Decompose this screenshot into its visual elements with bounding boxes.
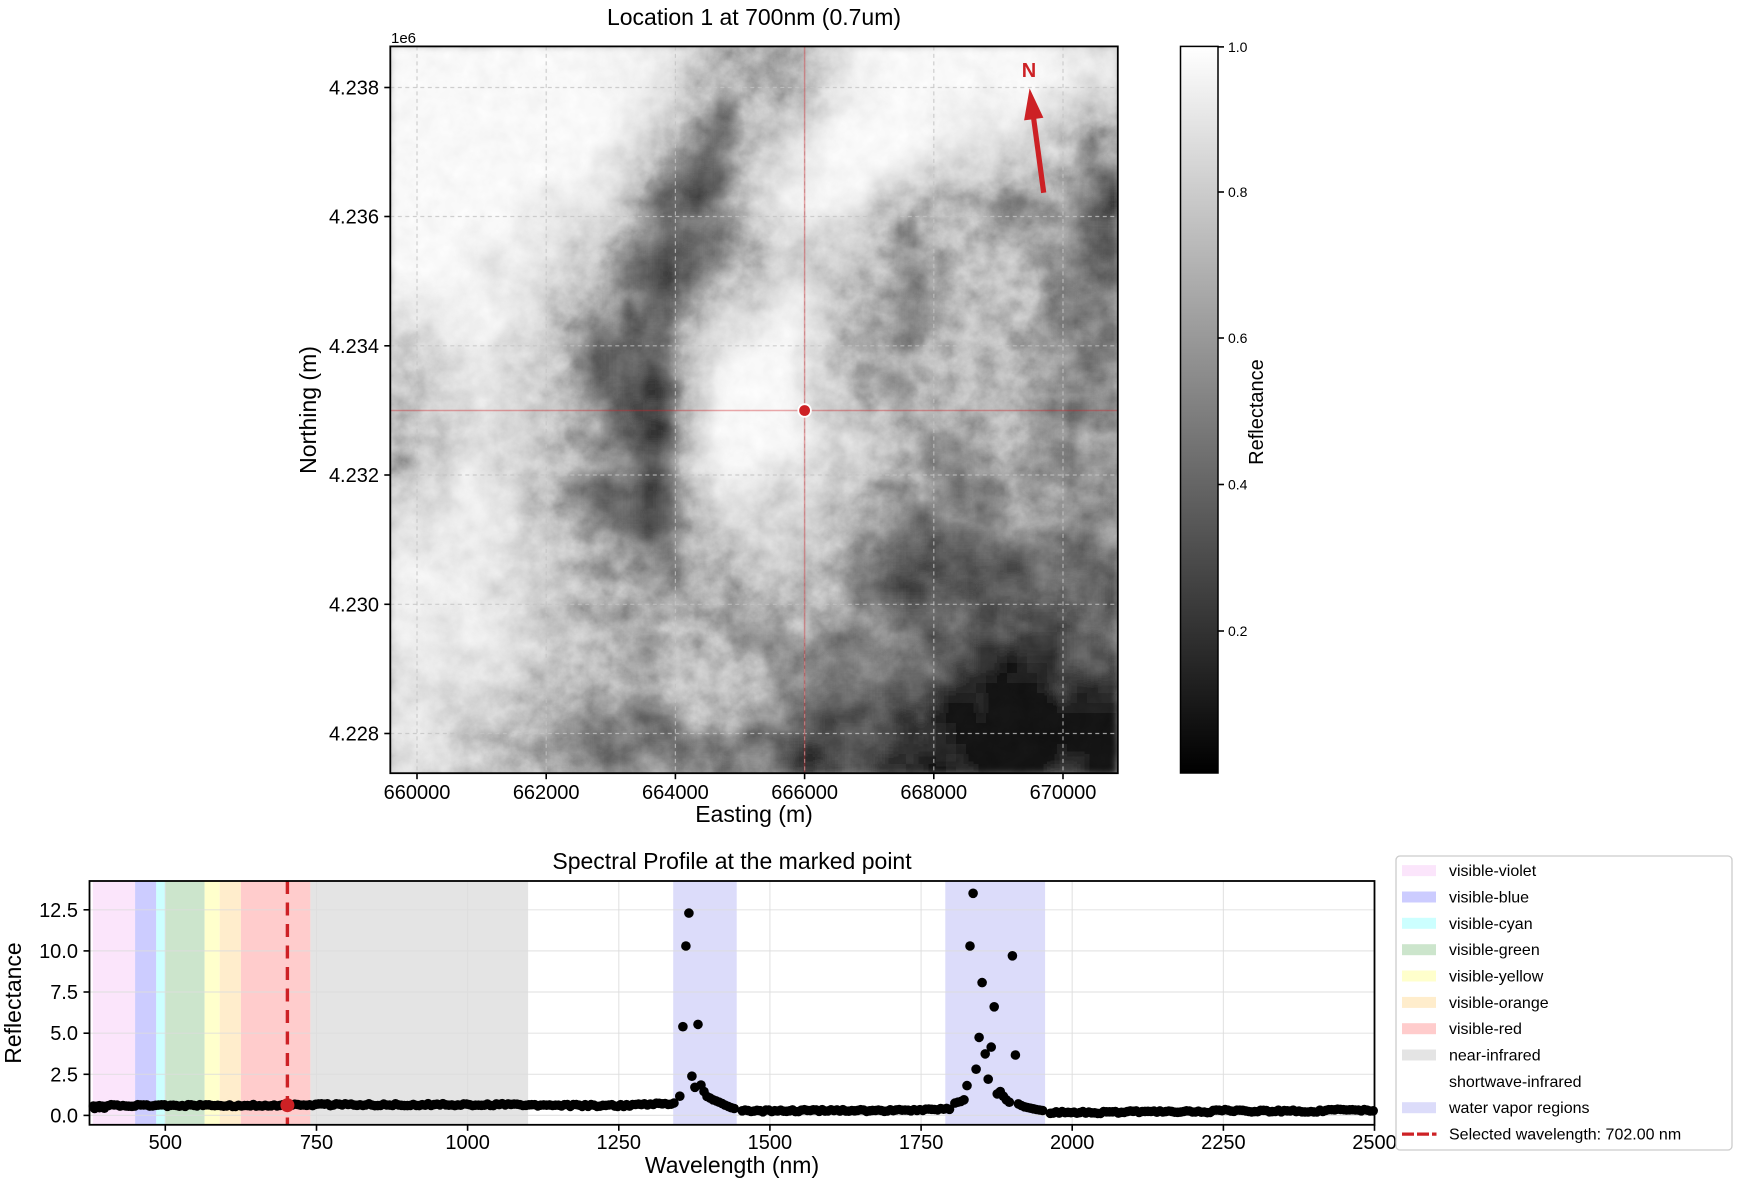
svg-text:Reflectance: Reflectance: [1246, 359, 1268, 465]
svg-text:664000: 664000: [642, 782, 709, 804]
svg-text:4.238: 4.238: [329, 78, 379, 100]
svg-text:4.234: 4.234: [329, 336, 379, 358]
svg-text:7.5: 7.5: [50, 982, 78, 1004]
svg-text:N: N: [1022, 60, 1036, 82]
svg-text:750: 750: [300, 1132, 333, 1154]
svg-text:1000: 1000: [445, 1132, 490, 1154]
svg-text:water vapor regions: water vapor regions: [1448, 1100, 1590, 1117]
svg-text:visible-green: visible-green: [1449, 942, 1540, 959]
svg-text:near-infrared: near-infrared: [1449, 1048, 1541, 1065]
svg-text:4.236: 4.236: [329, 207, 379, 229]
svg-text:0.0: 0.0: [50, 1105, 78, 1127]
svg-text:670000: 670000: [1030, 782, 1097, 804]
svg-text:1500: 1500: [748, 1132, 793, 1154]
svg-text:668000: 668000: [900, 782, 967, 804]
svg-text:1250: 1250: [597, 1132, 642, 1154]
svg-text:visible-yellow: visible-yellow: [1449, 969, 1544, 986]
svg-text:500: 500: [149, 1132, 182, 1154]
svg-text:1750: 1750: [899, 1132, 944, 1154]
svg-text:2500: 2500: [1352, 1132, 1397, 1154]
svg-text:visible-orange: visible-orange: [1449, 995, 1549, 1012]
svg-text:visible-red: visible-red: [1449, 1021, 1522, 1038]
svg-text:0.2: 0.2: [1228, 623, 1248, 639]
svg-text:Selected wavelength: 702.00 nm: Selected wavelength: 702.00 nm: [1449, 1127, 1681, 1144]
svg-text:Northing (m): Northing (m): [295, 346, 321, 474]
svg-text:2250: 2250: [1201, 1132, 1246, 1154]
svg-text:0.4: 0.4: [1228, 477, 1248, 493]
svg-text:shortwave-infrared: shortwave-infrared: [1449, 1074, 1582, 1091]
svg-text:Location 1 at 700nm (0.7um): Location 1 at 700nm (0.7um): [607, 4, 901, 30]
svg-text:0.6: 0.6: [1228, 330, 1248, 346]
svg-text:666000: 666000: [771, 782, 838, 804]
svg-text:visible-violet: visible-violet: [1449, 863, 1537, 880]
svg-text:10.0: 10.0: [39, 941, 78, 963]
svg-text:visible-blue: visible-blue: [1449, 890, 1529, 907]
svg-text:4.232: 4.232: [329, 465, 379, 487]
svg-text:2000: 2000: [1050, 1132, 1095, 1154]
svg-text:12.5: 12.5: [39, 900, 78, 922]
svg-text:4.228: 4.228: [329, 724, 379, 746]
svg-text:Easting (m): Easting (m): [695, 801, 813, 827]
svg-text:Reflectance: Reflectance: [0, 942, 26, 1063]
svg-text:1.0: 1.0: [1228, 39, 1248, 55]
svg-text:4.230: 4.230: [329, 594, 379, 616]
svg-text:Spectral Profile at the marked: Spectral Profile at the marked point: [552, 848, 912, 874]
svg-text:2.5: 2.5: [50, 1064, 78, 1086]
svg-text:0.8: 0.8: [1228, 184, 1248, 200]
svg-text:1e6: 1e6: [391, 30, 416, 47]
svg-text:Wavelength (nm): Wavelength (nm): [645, 1152, 819, 1178]
svg-text:660000: 660000: [384, 782, 451, 804]
svg-text:visible-cyan: visible-cyan: [1449, 916, 1533, 933]
svg-text:5.0: 5.0: [50, 1023, 78, 1045]
svg-text:662000: 662000: [513, 782, 580, 804]
